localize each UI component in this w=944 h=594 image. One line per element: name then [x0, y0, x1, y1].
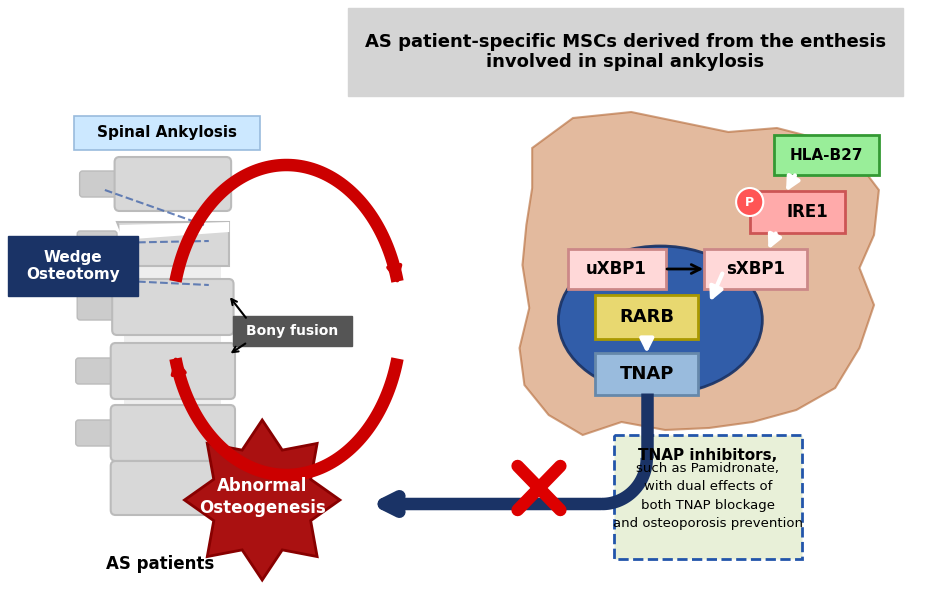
Polygon shape — [117, 222, 228, 266]
FancyBboxPatch shape — [567, 249, 666, 289]
Text: IRE1: IRE1 — [785, 203, 827, 221]
Text: uXBP1: uXBP1 — [585, 260, 647, 278]
Text: Bony fusion: Bony fusion — [246, 324, 338, 338]
FancyBboxPatch shape — [125, 330, 221, 348]
Text: Abnormal
Osteogenesis: Abnormal Osteogenesis — [198, 477, 326, 517]
Text: TNAP inhibitors,: TNAP inhibitors, — [637, 448, 777, 463]
FancyBboxPatch shape — [110, 405, 235, 461]
FancyBboxPatch shape — [110, 343, 235, 399]
FancyBboxPatch shape — [76, 420, 115, 446]
FancyBboxPatch shape — [125, 456, 221, 466]
Text: Wedge
Osteotomy: Wedge Osteotomy — [25, 250, 120, 282]
Text: AS patient-specific MSCs derived from the enthesis
involved in spinal ankylosis: AS patient-specific MSCs derived from th… — [364, 33, 885, 71]
FancyBboxPatch shape — [233, 316, 351, 346]
FancyBboxPatch shape — [114, 157, 231, 211]
FancyBboxPatch shape — [125, 394, 221, 410]
FancyBboxPatch shape — [595, 295, 698, 339]
FancyBboxPatch shape — [749, 191, 844, 233]
Text: TNAP: TNAP — [619, 365, 673, 383]
FancyBboxPatch shape — [595, 353, 698, 395]
Polygon shape — [519, 112, 878, 435]
FancyBboxPatch shape — [74, 116, 260, 150]
FancyBboxPatch shape — [613, 435, 801, 559]
Text: HLA-B27: HLA-B27 — [789, 147, 862, 163]
FancyBboxPatch shape — [112, 279, 233, 335]
FancyBboxPatch shape — [125, 266, 221, 284]
FancyBboxPatch shape — [77, 231, 117, 257]
Text: P: P — [745, 195, 753, 208]
Circle shape — [735, 188, 763, 216]
FancyBboxPatch shape — [77, 294, 117, 320]
FancyBboxPatch shape — [79, 171, 119, 197]
Polygon shape — [119, 222, 229, 240]
FancyBboxPatch shape — [773, 135, 878, 175]
FancyBboxPatch shape — [110, 461, 235, 515]
FancyBboxPatch shape — [703, 249, 806, 289]
FancyBboxPatch shape — [347, 8, 902, 96]
FancyBboxPatch shape — [8, 236, 138, 296]
Text: AS patients: AS patients — [106, 555, 214, 573]
Text: Spinal Ankylosis: Spinal Ankylosis — [97, 125, 237, 141]
Text: RARB: RARB — [618, 308, 674, 326]
Polygon shape — [184, 420, 340, 580]
Ellipse shape — [558, 246, 762, 394]
FancyBboxPatch shape — [76, 358, 115, 384]
Text: sXBP1: sXBP1 — [725, 260, 784, 278]
Text: such as Pamidronate,
with dual effects of
both TNAP blockage
and osteoporosis pr: such as Pamidronate, with dual effects o… — [613, 462, 802, 530]
